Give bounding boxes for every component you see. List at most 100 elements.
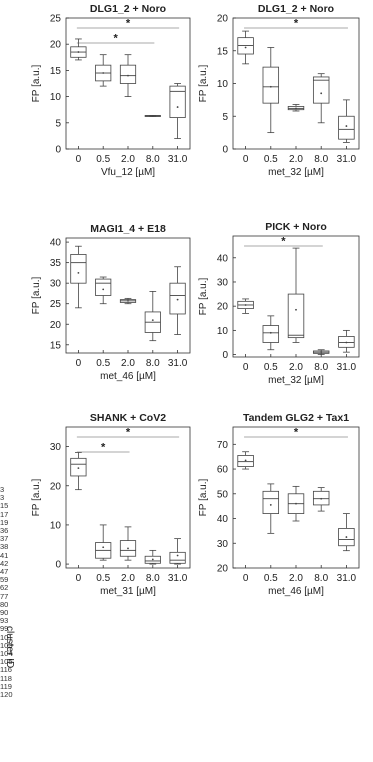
box-mean-dot xyxy=(102,546,105,549)
box-mean-dot xyxy=(295,107,297,110)
box-31.0 xyxy=(338,513,355,552)
x-tick-label: 8.0 xyxy=(146,154,160,165)
box-mean-dot xyxy=(127,547,129,550)
box-mean-dot xyxy=(320,497,323,500)
x-tick-label: 0.5 xyxy=(264,573,278,584)
y-tick-label: 25 xyxy=(50,299,62,310)
y-tick-label: 20 xyxy=(217,14,229,25)
x-axis-label: met_32 [µM] xyxy=(268,375,324,386)
y-tick-label: 30 xyxy=(50,442,62,453)
x-tick-label: 0 xyxy=(243,362,249,373)
cluster-id-item: 36 xyxy=(0,526,9,536)
x-tick-label: 2.0 xyxy=(121,573,135,584)
chart-title: MAGI1_4 + E18 xyxy=(90,223,166,235)
cluster-id-item: 62 xyxy=(0,583,9,593)
box-mean-dot xyxy=(77,51,80,53)
chart-title: DLG1_2 + Noro xyxy=(90,3,166,15)
y-tick-label: 50 xyxy=(217,489,229,500)
x-tick-label: 0.5 xyxy=(264,154,278,165)
cluster-id-item: 19 xyxy=(0,517,9,527)
cluster-id-item: 116 xyxy=(0,665,12,675)
box-mean-dot xyxy=(295,502,297,505)
box-iqr xyxy=(95,278,112,296)
x-tick-label: 31.0 xyxy=(168,358,188,369)
x-axis-label: met_31 [µM] xyxy=(100,586,156,597)
chart-title: SHANK + CoV2 xyxy=(90,412,166,424)
y-tick-label: 25 xyxy=(50,14,62,25)
box-mean-dot xyxy=(127,74,129,77)
cluster-id-item: 103 xyxy=(0,640,13,650)
box-iqr xyxy=(70,254,87,284)
cluster-id-item: 120 xyxy=(0,690,13,700)
chart-title: PICK + Noro xyxy=(265,221,327,233)
significance-star: * xyxy=(101,442,106,454)
x-tick-label: 2.0 xyxy=(289,154,303,165)
y-tick-label: 35 xyxy=(50,258,62,269)
box-0.5 xyxy=(262,315,280,351)
cluster-id-item: 17 xyxy=(0,509,9,519)
box-8.0 xyxy=(312,487,330,512)
cluster-id-item: 59 xyxy=(0,575,9,585)
x-tick-label: 8.0 xyxy=(314,362,328,373)
y-tick-label: 60 xyxy=(217,465,229,476)
box-mean-dot xyxy=(102,72,105,74)
cluster-id-item: 104 xyxy=(0,649,13,659)
box-31.0 xyxy=(169,83,186,139)
x-tick-label: 0 xyxy=(76,573,82,584)
box-0.5 xyxy=(95,524,112,561)
box-2.0 xyxy=(119,54,137,97)
box-mean-dot xyxy=(345,341,348,344)
y-tick-label: 40 xyxy=(217,514,229,525)
x-tick-label: 2.0 xyxy=(121,154,135,165)
x-tick-label: 8.0 xyxy=(146,358,160,369)
box-mean-dot xyxy=(244,304,247,306)
box-0 xyxy=(237,30,254,65)
box-mean-dot xyxy=(244,459,247,462)
cluster-id-item: 105 xyxy=(0,657,13,667)
y-tick-label: 20 xyxy=(217,564,229,575)
x-axis-label: met_46 [µM] xyxy=(100,371,156,382)
y-tick-label: 20 xyxy=(50,40,62,51)
box-0 xyxy=(70,245,87,309)
cluster-id-item: 3 xyxy=(0,493,5,503)
y-tick-label: 10 xyxy=(217,326,229,337)
box-0.5 xyxy=(262,483,280,534)
box-iqr xyxy=(119,64,137,84)
box-mean-dot xyxy=(176,298,179,301)
box-mean-dot xyxy=(151,115,154,117)
box-iqr xyxy=(70,457,87,477)
box-mean-dot xyxy=(244,46,247,49)
box-mean-dot xyxy=(151,319,154,322)
cluster-id-item: 119 xyxy=(0,681,12,691)
y-tick-label: 10 xyxy=(50,520,62,531)
y-tick-label: 70 xyxy=(217,440,229,451)
box-0 xyxy=(70,452,87,491)
chart-panel-1 xyxy=(65,17,191,150)
significance-star: * xyxy=(281,236,286,248)
y-axis-label: FP [a.u.] xyxy=(198,277,209,315)
chart-panel-5 xyxy=(65,426,191,569)
box-2.0 xyxy=(287,247,305,343)
box-0 xyxy=(237,451,254,470)
box-iqr xyxy=(169,85,186,118)
y-tick-label: 30 xyxy=(217,277,229,288)
box-0.5 xyxy=(95,276,112,305)
box-iqr xyxy=(287,293,305,339)
y-axis-label: FP [a.u.] xyxy=(31,478,42,516)
box-mean-dot xyxy=(102,288,105,291)
cluster-id-item: 101 xyxy=(0,632,13,642)
cluster-id-item: 41 xyxy=(0,550,9,560)
box-2.0 xyxy=(119,526,137,561)
x-tick-label: 8.0 xyxy=(314,573,328,584)
y-tick-label: 0 xyxy=(55,560,61,571)
x-tick-label: 2.0 xyxy=(289,362,303,373)
x-tick-label: 0.5 xyxy=(96,358,110,369)
box-mean-dot xyxy=(345,536,348,538)
cluster-id-item: 15 xyxy=(0,501,9,511)
box-iqr xyxy=(262,66,280,104)
cluster-id-item: 37 xyxy=(0,534,9,544)
box-0 xyxy=(237,298,254,314)
box-31.0 xyxy=(338,99,355,143)
box-8.0 xyxy=(144,290,161,342)
box-mean-dot xyxy=(345,125,348,127)
